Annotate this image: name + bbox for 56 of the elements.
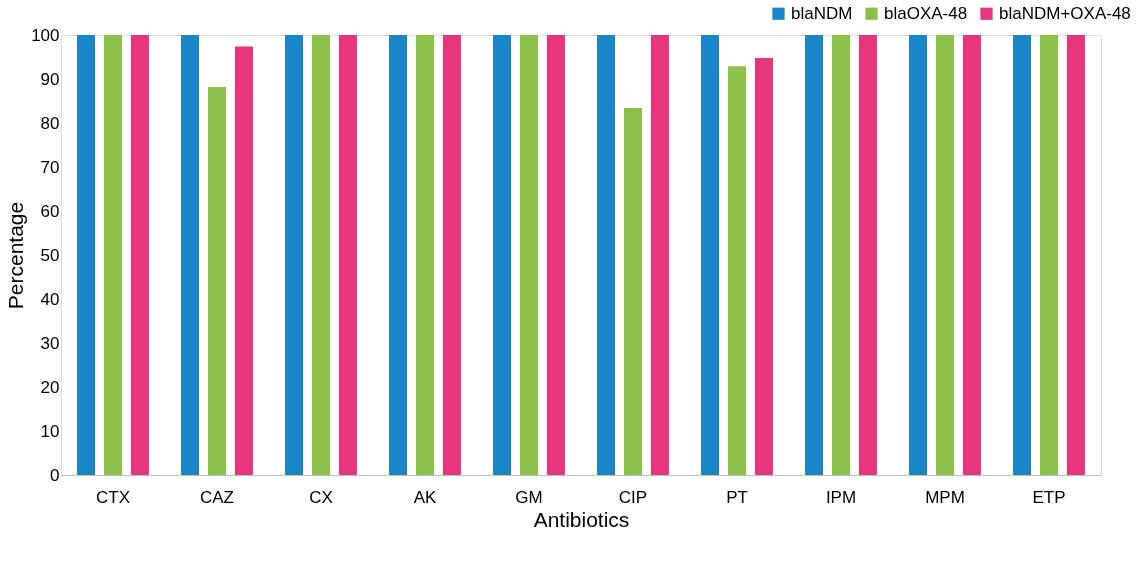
x-tick-label: GM bbox=[515, 487, 543, 507]
bar bbox=[858, 35, 877, 475]
y-axis-title: Percentage bbox=[4, 201, 28, 310]
bar bbox=[77, 35, 96, 475]
bar bbox=[181, 35, 200, 475]
bar bbox=[312, 35, 330, 475]
bar bbox=[728, 66, 746, 475]
bar bbox=[1040, 35, 1058, 475]
bar bbox=[389, 35, 408, 475]
y-tick-label: 40 bbox=[40, 289, 60, 309]
x-tick-label: AK bbox=[413, 487, 437, 507]
bar bbox=[520, 35, 538, 475]
y-tick-label: 50 bbox=[40, 245, 60, 265]
y-tick-label: 100 bbox=[31, 25, 60, 45]
x-axis-title: Antibiotics bbox=[533, 507, 630, 531]
bar bbox=[1013, 35, 1032, 475]
y-tick-label: 10 bbox=[40, 421, 60, 441]
bar bbox=[234, 46, 253, 475]
bar bbox=[754, 57, 773, 475]
bar bbox=[208, 86, 226, 475]
x-tick-label: CTX bbox=[96, 487, 130, 507]
y-tick-label: 20 bbox=[40, 377, 60, 397]
bar bbox=[832, 35, 850, 475]
bar bbox=[130, 35, 149, 475]
y-tick-label: 70 bbox=[40, 157, 60, 177]
y-tick-label: 60 bbox=[40, 201, 60, 221]
bar bbox=[546, 35, 565, 475]
bar bbox=[1066, 35, 1085, 475]
x-tick-label: IPM bbox=[825, 487, 857, 507]
bar bbox=[909, 35, 928, 475]
legend-label: blaNDM+OXA-48 bbox=[999, 3, 1131, 23]
y-tick-label: 0 bbox=[50, 465, 60, 485]
x-tick-label: CIP bbox=[618, 487, 648, 507]
bar bbox=[416, 35, 434, 475]
y-tick-label: 90 bbox=[40, 69, 60, 89]
x-tick-label: ETP bbox=[1032, 487, 1066, 507]
y-tick-label: 30 bbox=[40, 333, 60, 353]
x-tick-label: CAZ bbox=[200, 487, 234, 507]
bar bbox=[338, 35, 357, 475]
bar bbox=[962, 35, 981, 475]
bar bbox=[597, 35, 616, 475]
legend-label: blaOXA-48 bbox=[884, 3, 968, 23]
bar bbox=[701, 35, 720, 475]
x-tick-label: PT bbox=[726, 487, 748, 507]
bar bbox=[285, 35, 304, 475]
bar bbox=[104, 35, 122, 475]
bar bbox=[936, 35, 954, 475]
x-tick-label: CX bbox=[309, 487, 333, 507]
x-tick-label: MPM bbox=[925, 487, 965, 507]
bar bbox=[650, 35, 669, 475]
y-tick-label: 80 bbox=[40, 113, 60, 133]
bar bbox=[805, 35, 824, 475]
bar bbox=[493, 35, 512, 475]
bar bbox=[624, 108, 642, 475]
bar bbox=[442, 35, 461, 475]
legend-label: blaNDM bbox=[791, 3, 853, 23]
